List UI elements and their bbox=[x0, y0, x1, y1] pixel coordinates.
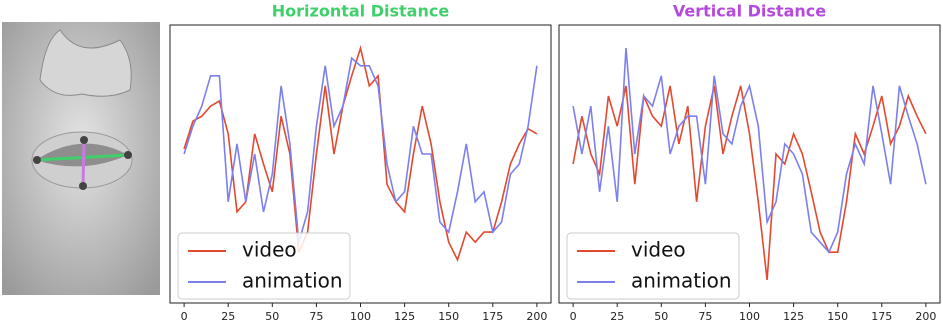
legend-label: video bbox=[242, 238, 297, 262]
x-tick-label: 0 bbox=[181, 310, 188, 323]
x-tick-label: 150 bbox=[827, 310, 848, 323]
x-tick-label: 175 bbox=[482, 310, 503, 323]
x-tick-label: 75 bbox=[698, 310, 712, 323]
x-tick-label: 125 bbox=[783, 310, 804, 323]
series-line bbox=[183, 56, 538, 243]
x-tick-label: 125 bbox=[394, 310, 415, 323]
x-tick-label: 25 bbox=[610, 310, 624, 323]
chart-title: Vertical Distance bbox=[673, 2, 826, 21]
x-tick-label: 50 bbox=[265, 310, 279, 323]
x-tick-label: 25 bbox=[221, 310, 235, 323]
x-tick-label: 175 bbox=[871, 310, 892, 323]
x-tick-label: 200 bbox=[526, 310, 547, 323]
series-line bbox=[183, 45, 538, 262]
x-tick-label: 150 bbox=[438, 310, 459, 323]
face-image bbox=[2, 22, 160, 295]
series-line bbox=[572, 48, 927, 254]
x-tick-label: 75 bbox=[309, 310, 323, 323]
x-tick-label: 200 bbox=[915, 310, 936, 323]
chart-title: Horizontal Distance bbox=[272, 2, 450, 21]
x-tick-label: 100 bbox=[350, 310, 371, 323]
x-tick-label: 100 bbox=[739, 310, 760, 323]
legend-label: animation bbox=[631, 269, 732, 293]
legend-label: animation bbox=[242, 269, 343, 293]
x-tick-label: 0 bbox=[570, 310, 577, 323]
legend-label: video bbox=[631, 238, 686, 262]
x-tick-label: 50 bbox=[654, 310, 668, 323]
